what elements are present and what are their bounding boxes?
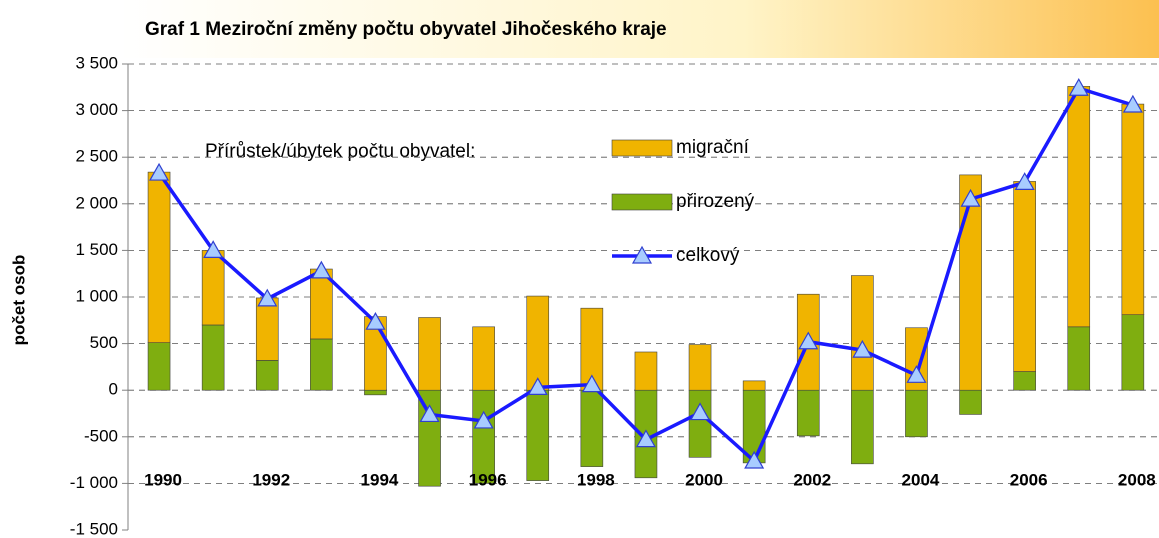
legend-title: Přírůstek/úbytek počtu obyvatel: xyxy=(205,141,475,162)
marker xyxy=(257,288,278,307)
marker xyxy=(311,260,332,279)
bar xyxy=(580,389,604,467)
chart-title: Graf 1 Meziroční změny počtu obyvatel Ji… xyxy=(145,19,667,40)
bar xyxy=(255,360,279,391)
x-tick-label: 2008 xyxy=(1118,470,1156,489)
bar xyxy=(310,338,333,391)
x-tick-label: 2002 xyxy=(793,470,831,489)
legend-label: migrační xyxy=(676,137,750,158)
x-tick-label: 1990 xyxy=(144,470,182,489)
bar xyxy=(851,389,874,465)
marker xyxy=(960,188,981,207)
y-tick-label: 0 xyxy=(109,380,118,399)
marker xyxy=(1014,172,1035,190)
y-tick-label: -500 xyxy=(84,426,118,445)
x-tick-label: 2000 xyxy=(685,470,723,489)
y-tick-label: 2 000 xyxy=(75,193,118,212)
marker xyxy=(581,374,602,393)
legend-label: celkový xyxy=(676,245,740,266)
marker xyxy=(365,311,386,330)
marker xyxy=(149,162,170,181)
bar xyxy=(851,275,874,391)
bar xyxy=(364,389,387,396)
legend-swatch xyxy=(611,139,673,157)
x-tick-label: 2004 xyxy=(902,470,940,489)
marker xyxy=(744,450,765,469)
bar xyxy=(201,324,225,391)
marker xyxy=(906,365,927,383)
marker xyxy=(527,377,548,396)
bar xyxy=(201,250,225,326)
y-tick-label: 3 000 xyxy=(75,100,118,119)
x-tick-label: 1998 xyxy=(577,470,615,489)
marker xyxy=(690,402,711,421)
bar xyxy=(1121,103,1145,316)
bar xyxy=(1067,86,1091,328)
marker xyxy=(419,404,440,423)
x-tick-label: 2006 xyxy=(1010,470,1048,489)
bar xyxy=(472,389,495,484)
bar xyxy=(526,295,550,391)
legend-swatch xyxy=(611,193,673,211)
marker xyxy=(1122,94,1143,113)
y-tick-label: 1 500 xyxy=(75,240,118,259)
bar xyxy=(418,317,441,391)
bar xyxy=(1013,371,1036,391)
bar xyxy=(905,389,928,438)
bar xyxy=(688,389,712,458)
bar xyxy=(526,389,550,481)
legend-marker xyxy=(631,245,653,264)
marker xyxy=(635,429,656,448)
x-tick-label: 1992 xyxy=(252,470,290,489)
marker xyxy=(473,410,494,429)
y-tick-label: 1 000 xyxy=(75,286,118,305)
bar xyxy=(1067,326,1091,391)
bar xyxy=(959,174,982,391)
y-axis-label: počet osob xyxy=(9,255,28,346)
title-band xyxy=(120,0,1159,58)
marker xyxy=(798,331,819,350)
y-tick-label: 500 xyxy=(90,333,118,352)
bar xyxy=(147,342,171,391)
bar xyxy=(1013,181,1036,372)
bar xyxy=(472,326,495,391)
legend-label: přirozený xyxy=(676,191,755,212)
y-tick-label: 3 500 xyxy=(75,53,118,72)
marker xyxy=(203,240,224,258)
bar xyxy=(1121,314,1145,391)
bar xyxy=(147,171,171,343)
x-tick-label: 1994 xyxy=(361,470,399,489)
bar xyxy=(634,351,658,391)
bar xyxy=(742,380,766,391)
x-tick-label: 1996 xyxy=(469,470,507,489)
y-tick-label: -1 500 xyxy=(70,519,118,538)
bar xyxy=(959,389,982,415)
bar xyxy=(796,389,820,437)
bar xyxy=(688,344,712,391)
bar xyxy=(255,297,279,361)
y-tick-label: -1 000 xyxy=(70,473,118,492)
marker xyxy=(852,339,873,358)
y-tick-label: 2 500 xyxy=(75,147,118,166)
marker xyxy=(1068,78,1089,96)
